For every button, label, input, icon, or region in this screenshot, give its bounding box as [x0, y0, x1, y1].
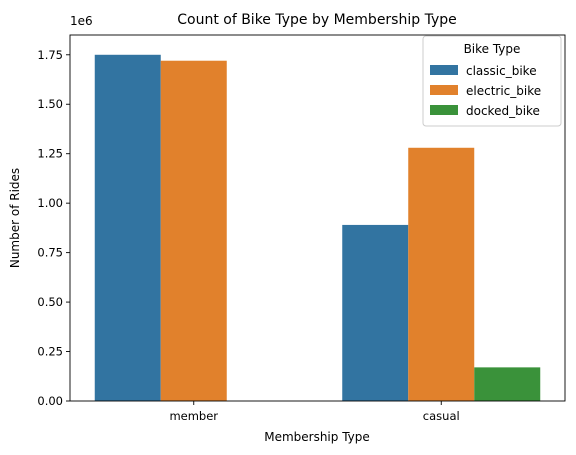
legend-label-classic_bike: classic_bike — [466, 64, 537, 78]
bar-classic_bike-member — [94, 54, 161, 401]
y-tick-label: 1.25 — [37, 147, 63, 161]
plot-frame — [69, 34, 566, 402]
legend-swatch-docked_bike — [430, 105, 458, 115]
bars-group — [94, 54, 541, 401]
legend-box — [422, 35, 562, 127]
y-tick-label: 1.50 — [37, 97, 63, 111]
x-axis-label: Membership Type — [264, 430, 370, 444]
chart-title: Count of Bike Type by Membership Type — [177, 12, 457, 28]
bar-electric_bike-casual — [408, 147, 475, 401]
legend-swatch-classic_bike — [430, 65, 458, 75]
bar-classic_bike-casual — [342, 224, 409, 401]
legend-label-docked_bike: docked_bike — [466, 104, 540, 118]
y-axis: 0.00 0.25 0.50 0.75 1.00 1.25 1.50 1.75 — [37, 48, 70, 408]
x-tick-label: casual — [423, 409, 460, 423]
y-tick-label: 0.00 — [37, 394, 63, 408]
legend-title: Bike Type — [464, 42, 521, 56]
bar-electric_bike-member — [160, 60, 227, 401]
x-axis: member casual — [169, 401, 460, 423]
y-tick-label: 1.00 — [37, 196, 63, 210]
y-tick-label: 0.75 — [37, 246, 63, 260]
y-scale-label: 1e6 — [70, 14, 93, 28]
legend: Bike Type classic_bike electric_bikedocke… — [422, 35, 562, 127]
bar-docked_bike-casual — [474, 367, 541, 401]
y-tick-label: 1.75 — [37, 48, 63, 62]
legend-swatch-electric_bike — [430, 85, 458, 95]
y-tick-label: 0.25 — [37, 345, 63, 359]
y-axis-label: Number of Rides — [8, 168, 22, 268]
x-tick-label: member — [169, 409, 218, 423]
legend-label-electric_bike: electric_bike — [466, 84, 541, 98]
y-tick-label: 0.50 — [37, 295, 63, 309]
